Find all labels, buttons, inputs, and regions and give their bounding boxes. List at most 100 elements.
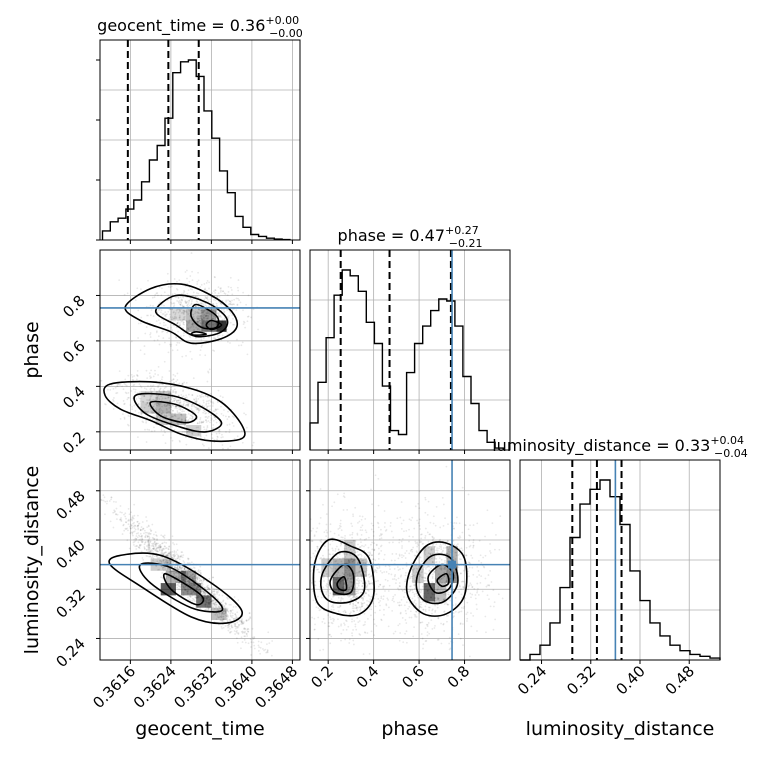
sample-point [342,557,345,560]
sample-point [131,378,134,381]
sample-point [196,581,199,584]
sample-point [199,319,201,322]
sample-point [250,641,253,644]
sample-point [491,522,494,525]
sample-point [354,625,357,628]
sample-point [145,549,148,551]
sample-point [359,546,362,548]
sample-point [370,630,373,633]
sample-point [439,566,442,568]
sample-point [337,618,339,621]
sample-point [355,596,358,599]
sample-point [148,531,150,534]
sample-point [384,578,387,581]
sample-point [196,594,199,597]
sample-point [244,627,247,630]
sample-point [155,542,158,545]
sample-point [186,573,189,575]
sample-point [194,576,196,579]
sample-point [367,580,370,583]
sample-point [207,601,210,604]
sample-point [194,305,197,308]
sample-point [184,300,187,303]
sample-point [464,597,467,600]
sample-point [188,308,190,311]
sample-point [228,315,231,317]
sample-point [183,289,185,292]
x-tick-label: 0.8 [444,662,474,692]
sample-point [243,635,246,638]
sample-point [219,619,222,622]
sample-point [242,291,245,294]
sample-point [183,568,186,570]
sample-point [342,600,345,603]
sample-point [218,311,221,314]
sample-point [206,317,209,320]
sample-point [214,605,217,608]
sample-point [166,554,169,557]
sample-point [383,613,385,616]
sample-point [135,378,138,381]
sample-point [206,380,209,383]
sample-point [442,622,445,625]
sample-point [193,600,196,602]
sample-point [352,605,355,608]
sample-point [153,403,156,406]
sample-point [187,413,190,415]
sample-point [152,315,155,317]
sample-point [178,566,181,569]
sample-point [436,598,439,601]
sample-point [181,551,184,554]
sample-point [226,617,229,620]
sample-point [146,401,149,404]
sample-point [148,544,150,547]
sample-point [350,598,353,601]
sample-point [161,397,164,400]
sample-point [141,534,143,537]
sample-point [143,532,145,535]
sample-point [190,303,193,306]
sample-point [152,411,155,414]
sample-point [180,302,183,304]
sample-point [277,662,279,664]
sample-point [157,542,159,545]
sample-point [435,557,438,560]
sample-point [424,534,427,537]
sample-point [427,540,430,543]
sample-point [211,314,214,316]
sample-point [226,308,228,311]
sample-point [323,565,325,568]
sample-point [336,493,339,496]
sample-point [138,543,141,546]
sample-point [361,582,364,585]
sample-point [181,566,184,568]
sample-point [391,609,394,612]
sample-points [310,465,504,660]
sample-point [194,305,197,308]
sample-point [398,588,400,591]
sample-point [171,439,174,442]
sample-point [201,582,203,585]
sample-point [358,606,361,609]
sample-point [400,522,403,525]
sample-point [185,416,188,418]
sample-point [186,401,189,404]
sample-point [417,596,420,599]
sample-point [137,403,140,405]
sample-point [178,279,181,282]
sample-point [146,402,149,404]
sample-point [177,576,180,579]
sample-point [207,420,210,422]
sample-point [179,310,182,312]
sample-point [389,522,392,524]
sample-point [175,401,178,404]
sample-point [210,330,213,333]
sample-point [209,421,211,424]
sample-point [121,533,124,535]
sample-point [237,633,240,635]
sample-point [441,581,443,584]
sample-point [149,333,152,336]
sample-point [323,531,326,534]
sample-point [169,561,172,563]
sample-point [186,580,189,583]
